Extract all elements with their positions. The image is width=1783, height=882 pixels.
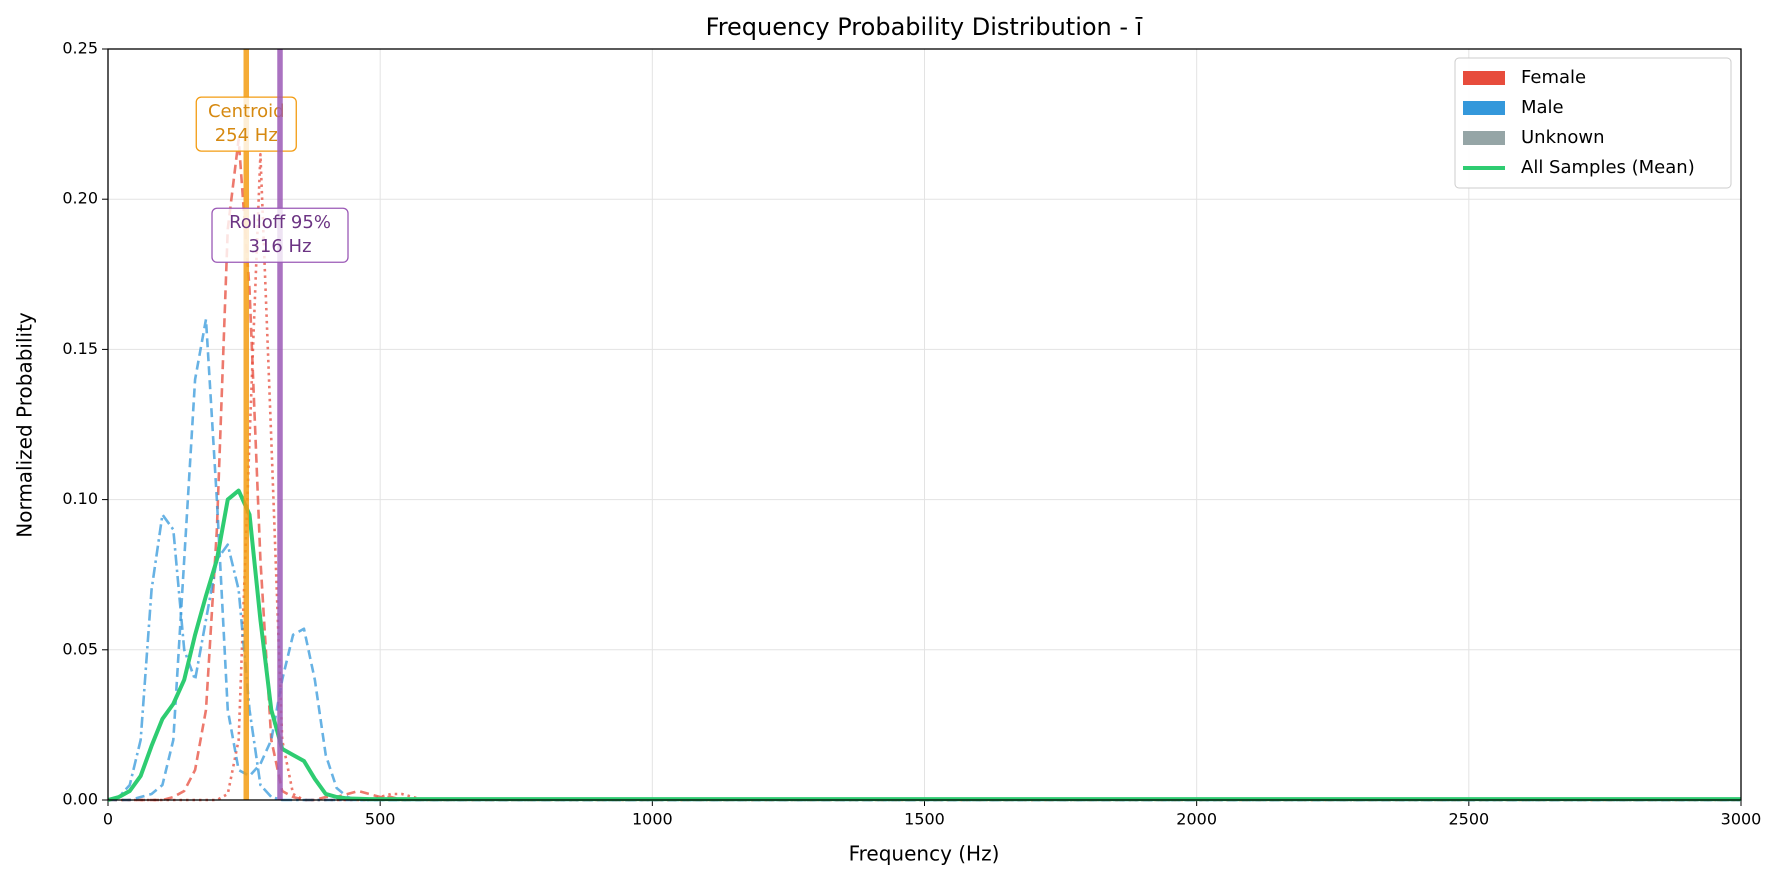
x-tick-label: 0 bbox=[103, 810, 113, 829]
x-tick-label: 1000 bbox=[632, 810, 673, 829]
annotation-text: Centroid bbox=[208, 101, 285, 122]
y-tick-label: 0.00 bbox=[62, 790, 98, 809]
x-tick-label: 2500 bbox=[1448, 810, 1489, 829]
legend-patch bbox=[1463, 101, 1505, 115]
legend-patch bbox=[1463, 131, 1505, 145]
x-axis-label: Frequency (Hz) bbox=[849, 842, 1000, 866]
y-axis-label: Normalized Probability bbox=[13, 312, 37, 538]
legend-patch bbox=[1463, 71, 1505, 85]
x-tick-label: 500 bbox=[365, 810, 396, 829]
series-line bbox=[107, 488, 1741, 802]
plot-frame bbox=[107, 48, 1742, 801]
annotation-box bbox=[211, 207, 349, 263]
x-tick-label: 1500 bbox=[904, 810, 945, 829]
legend-box bbox=[1454, 57, 1732, 189]
y-tick-label: 0.15 bbox=[62, 339, 98, 358]
y-tick-label: 0.20 bbox=[62, 189, 98, 208]
annotation-box bbox=[195, 96, 297, 152]
x-tick-label: 3000 bbox=[1721, 810, 1762, 829]
chart-title: Frequency Probability Distribution - ī bbox=[706, 13, 1143, 41]
y-tick-label: 0.05 bbox=[62, 639, 98, 658]
y-tick-label: 0.10 bbox=[62, 489, 98, 508]
y-tick-label: 0.25 bbox=[62, 39, 98, 58]
x-tick-label: 2000 bbox=[1176, 810, 1217, 829]
legend-label: Female bbox=[1521, 67, 1586, 88]
series-line bbox=[108, 152, 1741, 802]
annotation-text: 316 Hz bbox=[248, 236, 311, 257]
legend-label: Unknown bbox=[1521, 127, 1605, 148]
legend-label: Male bbox=[1521, 97, 1564, 118]
legend-label: All Samples (Mean) bbox=[1521, 157, 1695, 178]
annotation-text: Rolloff 95% bbox=[229, 212, 331, 233]
annotation-text: 254 Hz bbox=[215, 125, 278, 146]
